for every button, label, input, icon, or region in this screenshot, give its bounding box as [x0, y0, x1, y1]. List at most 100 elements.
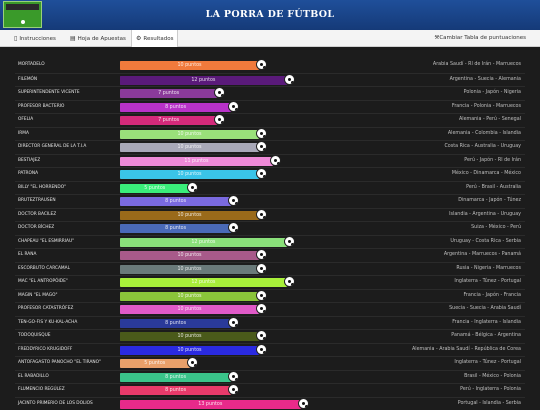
soccer-ball-icon [187, 357, 198, 368]
participant-name: FREDDYRICO KRUGIDOFF [18, 347, 72, 352]
participant-row: ESCORBUTO CARCAMAL 10 puntos Rusia - Niger… [15, 262, 525, 276]
points-bar: 10 puntos [120, 332, 259, 341]
predicted-teams: Francia - Inglaterra - Islandia [452, 320, 521, 325]
predicted-teams: Arabia Saudí - Rl de Irán - Marruecos [433, 62, 521, 67]
soccer-ball-icon [256, 290, 267, 301]
soccer-ball-icon [256, 263, 267, 274]
points-label: 8 puntos [120, 199, 231, 204]
participant-name: MAC "EL ANTROPÓIDE" [18, 279, 68, 284]
points-bar: 10 puntos [120, 292, 259, 301]
soccer-ball-icon [228, 384, 239, 395]
soccer-ball-icon [256, 330, 267, 341]
tab-resultados[interactable]: ⚙Resultados [131, 30, 178, 47]
participant-name: PATRONA [18, 171, 38, 176]
participant-name: MORTADELO [18, 62, 45, 67]
points-bar: 8 puntos [120, 373, 231, 382]
points-bar: 8 puntos [120, 319, 231, 328]
participant-name: SUPERINTENDENTE VICENTE [18, 90, 80, 95]
participant-name: FILEMÓN [18, 77, 37, 82]
nav-bar: ▯Instrucciones ▤Hoja de Apuestas ⚙Result… [0, 30, 540, 47]
participant-row: SUPERINTENDENTE VICENTE 7 puntos Polonia -… [15, 86, 525, 100]
points-label: 12 puntos [120, 240, 287, 245]
points-label: 10 puntos [120, 172, 259, 177]
points-bar: 10 puntos [120, 170, 259, 179]
participant-name: DOCTOR BÍCHEZ [18, 225, 54, 230]
points-bar: 8 puntos [120, 197, 231, 206]
points-bar: 5 puntos [120, 184, 190, 193]
soccer-ball-icon [228, 317, 239, 328]
predicted-teams: Suecia - Suecia - Arabia Saudí [449, 306, 521, 311]
points-bar: 11 puntos [120, 157, 273, 166]
soccer-ball-icon [214, 87, 225, 98]
predicted-teams: Brasil - México - Polonia [464, 374, 521, 379]
soccer-ball-icon [256, 303, 267, 314]
predicted-teams: Rusia - Nigeria - Marruecos [456, 266, 521, 271]
points-bar: 12 puntos [120, 76, 287, 85]
participant-name: DOCTOR BACILEZ [18, 212, 56, 217]
predicted-teams: Perú - Brasil - Australia [466, 185, 521, 190]
points-label: 8 puntos [120, 375, 231, 380]
soccer-ball-icon [284, 74, 295, 85]
soccer-ball-icon [256, 128, 267, 139]
predicted-teams: Francia - Japón - Francia [464, 293, 521, 298]
points-label: 8 puntos [120, 105, 231, 110]
participant-name: PROFESOR BACTERIO [18, 104, 64, 109]
participant-name: MAGIN "EL MAGO" [18, 293, 57, 298]
tab-label: Resultados [143, 36, 173, 42]
points-label: 10 puntos [120, 294, 259, 299]
tab-label: Hoja de Apuestas [78, 36, 126, 42]
participant-name: EL RANA [18, 252, 36, 257]
predicted-teams: Dinamarca - Japón - Túnez [458, 198, 521, 203]
points-bar: 8 puntos [120, 103, 231, 112]
predicted-teams: Suiza - México - Perú [471, 225, 521, 230]
predicted-teams: Inglaterra - Túnez - Portugal [454, 279, 521, 284]
points-bar: 13 puntos [120, 400, 301, 409]
book-icon: ▯ [14, 30, 17, 47]
soccer-ball-icon [256, 209, 267, 220]
points-label: 12 puntos [120, 280, 287, 285]
points-bar: 10 puntos [120, 251, 259, 260]
predicted-teams: México - Dinamarca - México [452, 171, 521, 176]
predicted-teams: Argentina - Suecia - Alemania [450, 77, 521, 82]
points-label: 11 puntos [120, 159, 273, 164]
points-label: 7 puntos [120, 91, 217, 96]
predicted-teams: Polonia - Japón - Nigeria [464, 90, 521, 95]
points-label: 10 puntos [120, 213, 259, 218]
predicted-teams: Alemania - Arabia Saudí - República de C… [412, 347, 521, 352]
participant-name: DIRECTOR GENERAL DE LA T.I.A [18, 144, 86, 149]
points-label: 7 puntos [120, 118, 217, 123]
predicted-teams: Panamá - Bélgica - Argentina [451, 333, 521, 338]
results-list: MORTADELO 10 puntos Arabia Saudí - Rl de I… [15, 59, 525, 410]
points-label: 10 puntos [120, 63, 259, 68]
points-label: 10 puntos [120, 348, 259, 353]
points-label: 8 puntos [120, 321, 231, 326]
points-bar: 10 puntos [120, 211, 259, 220]
points-label: 8 puntos [120, 226, 231, 231]
participant-name: ESCORBUTO CARCAMAL [18, 266, 70, 271]
soccer-ball-icon [256, 168, 267, 179]
predicted-teams: Costa Rica - Australia - Uruguay [444, 144, 521, 149]
soccer-ball-icon [214, 114, 225, 125]
tab-hoja-de-apuestas[interactable]: ▤Hoja de Apuestas [66, 30, 130, 47]
change-score-table-link[interactable]: ⚒Cambiar Tabla de puntuaciones [434, 30, 526, 47]
points-bar: 12 puntos [120, 278, 287, 287]
soccer-ball-icon [256, 344, 267, 355]
app-header: LA PORRA DE FÚTBOL [0, 0, 540, 30]
link-label: Cambiar Tabla de puntuaciones [439, 35, 526, 41]
participant-row: DOCTOR BÍCHEZ 8 puntos Suiza - México - Pe… [15, 221, 525, 235]
tab-instrucciones[interactable]: ▯Instrucciones [10, 30, 60, 47]
points-label: 10 puntos [120, 132, 259, 137]
points-bar: 10 puntos [120, 265, 259, 274]
points-bar: 12 puntos [120, 238, 287, 247]
